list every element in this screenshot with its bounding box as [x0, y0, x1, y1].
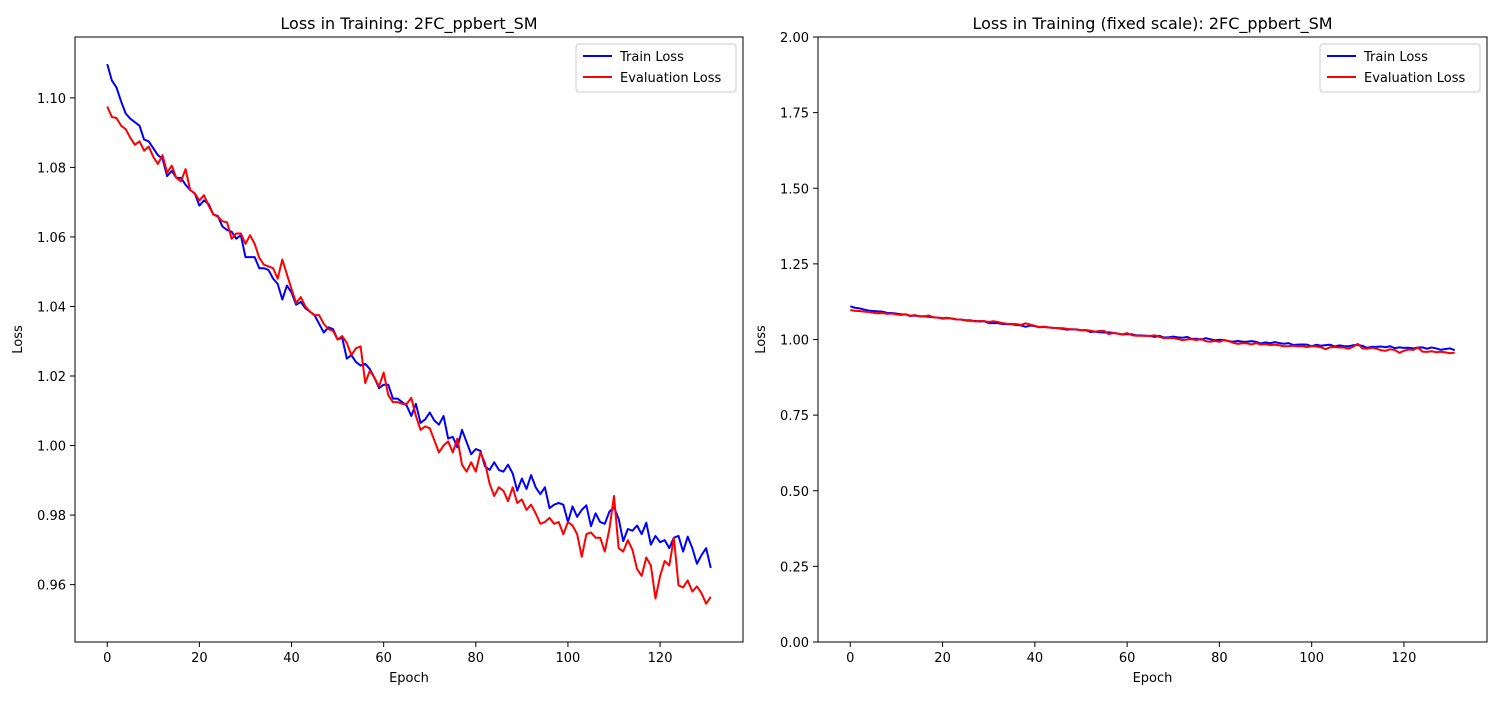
- x-tick-label: 120: [1392, 651, 1417, 666]
- y-tick-label: 2.00: [780, 31, 809, 46]
- chart-title: Loss in Training: 2FC_ppbert_SM: [280, 14, 537, 34]
- series-line-train-loss: [106, 63, 712, 569]
- legend: Train Loss Evaluation Loss: [1319, 43, 1481, 93]
- chart-panel-1: Loss in Training: 2FC_ppbert_SM 0 20 40 60 80…: [11, 14, 744, 686]
- x-tick-label: 60: [375, 651, 392, 666]
- x-tick-label: 100: [556, 651, 581, 666]
- x-tick-label: 20: [934, 651, 951, 666]
- plot-frame: [74, 36, 744, 643]
- y-tick-label: 1.00: [780, 334, 809, 349]
- series-line-train-loss: [850, 305, 1456, 352]
- y-tick-label: 1.50: [780, 182, 809, 197]
- y-tick-label: 1.04: [37, 300, 66, 315]
- chart-title: Loss in Training (fixed scale): 2FC_ppbe…: [972, 14, 1332, 34]
- y-tick-label: 0.98: [37, 509, 66, 524]
- y-tick-label: 1.10: [37, 92, 66, 107]
- legend-box: [1319, 43, 1481, 93]
- series-group: [106, 63, 712, 605]
- chart-panel-2: Loss in Training (fixed scale): 2FC_ppbe…: [754, 14, 1488, 686]
- legend: Train Loss Evaluation Loss: [575, 43, 737, 93]
- y-tick-label: 1.25: [780, 258, 809, 273]
- legend-box: [575, 43, 737, 93]
- y-tick-label: 0.50: [780, 485, 809, 500]
- y-tick-label: 1.75: [780, 107, 809, 122]
- x-tick-label: 120: [648, 651, 673, 666]
- x-tick-label: 80: [468, 651, 485, 666]
- x-tick-label: 40: [283, 651, 300, 666]
- legend-label: Evaluation Loss: [1364, 71, 1465, 86]
- y-tick-label: 0.25: [780, 560, 809, 575]
- x-tick-label: 20: [191, 651, 208, 666]
- x-axis-label: Epoch: [1133, 671, 1173, 686]
- series-group: [850, 305, 1456, 355]
- y-tick-label: 1.08: [37, 161, 66, 176]
- legend-label: Train Loss: [1363, 50, 1428, 65]
- x-tick-label: 0: [103, 651, 111, 666]
- x-tick-label: 60: [1119, 651, 1136, 666]
- x-tick-label: 40: [1027, 651, 1044, 666]
- legend-label: Evaluation Loss: [620, 71, 721, 86]
- x-axis-label: Epoch: [389, 671, 429, 686]
- y-axis-label: Loss: [11, 325, 26, 354]
- y-tick-label: 1.02: [37, 370, 66, 385]
- x-tick-label: 0: [846, 651, 854, 666]
- y-tick-label: 0.96: [37, 579, 66, 594]
- y-tick-label: 0.00: [780, 636, 809, 651]
- plot-frame: [817, 36, 1488, 643]
- y-tick-label: 0.75: [780, 409, 809, 424]
- y-tick-label: 1.06: [37, 231, 66, 246]
- y-axis-label: Loss: [754, 325, 769, 354]
- y-tick-label: 1.00: [37, 440, 66, 455]
- series-line-evaluation-loss: [106, 106, 712, 605]
- series-line-evaluation-loss: [850, 309, 1455, 355]
- x-tick-label: 100: [1299, 651, 1324, 666]
- legend-label: Train Loss: [619, 50, 684, 65]
- x-tick-label: 80: [1211, 651, 1228, 666]
